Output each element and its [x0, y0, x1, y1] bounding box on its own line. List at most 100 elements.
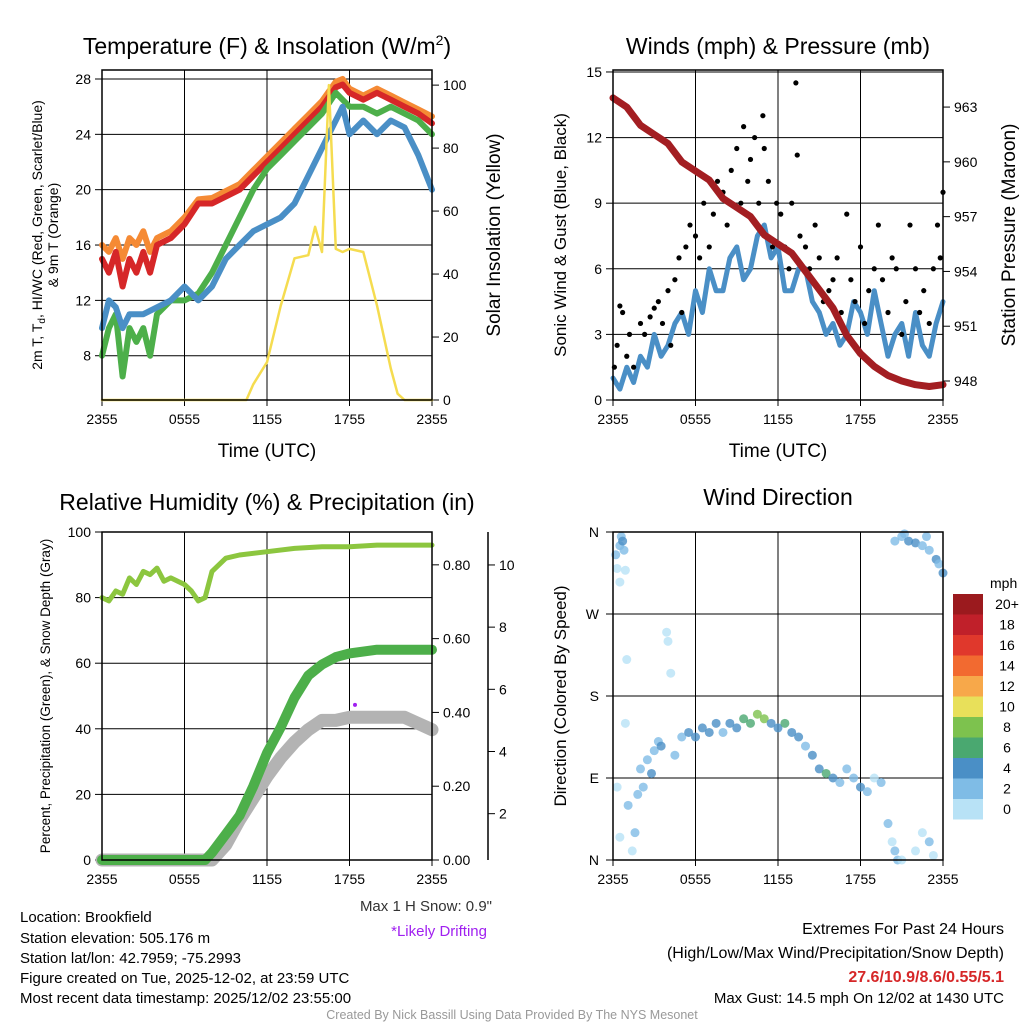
pressure-y-label: Station Pressure (Maroon)	[999, 124, 1020, 347]
gust-point	[778, 211, 784, 217]
humidity-panel-title: Relative Humidity (%) & Precipitation (i…	[59, 489, 474, 515]
legend-swatch	[953, 758, 983, 779]
panel-winds: 2355 0555 1155 1755 2355 0 3 6 9 12 15 948 951 954 957…	[586, 64, 977, 427]
direction-point	[835, 778, 845, 788]
gust-point	[745, 178, 751, 184]
direction-point	[612, 782, 622, 792]
direction-point	[917, 541, 927, 551]
solar-y-label: Solar Insolation (Yellow)	[484, 133, 505, 336]
gust-point	[624, 353, 630, 359]
gust-point	[866, 288, 872, 294]
direction-point	[697, 723, 707, 733]
plot-frame	[101, 69, 433, 401]
gust-point	[903, 298, 909, 305]
gust-point	[747, 156, 754, 163]
direction-point	[904, 536, 914, 546]
gust-point	[724, 222, 730, 228]
right-y-tick-label: 80	[443, 140, 459, 156]
series-snow-depth	[95, 710, 439, 867]
direction-point	[656, 741, 666, 751]
right-y-tick-label: 954	[954, 263, 978, 279]
x-tick-label: 1155	[252, 411, 282, 427]
direction-point	[759, 714, 769, 724]
gust-point	[834, 255, 840, 261]
right-y-tick-label: 951	[954, 318, 978, 334]
right-y-tick-label: 2	[499, 806, 507, 822]
winds-x-label: Time (UTC)	[729, 441, 828, 462]
x-tick-label: 2355	[416, 411, 447, 427]
direction-point	[642, 755, 652, 765]
direction-tick-label: W	[586, 606, 600, 622]
right-y-tick-label: 963	[954, 99, 978, 115]
direction-point	[924, 545, 934, 555]
direction-point	[615, 577, 625, 587]
gust-point	[879, 277, 886, 283]
legend-label: 16	[999, 637, 1015, 653]
left-y-tick-label: 9	[594, 195, 602, 211]
direction-point	[849, 773, 859, 783]
direction-tick-label: N	[589, 852, 599, 868]
direction-point	[711, 718, 721, 728]
gust-point	[701, 200, 707, 206]
direction-point	[746, 718, 755, 728]
panel-humidity: 2355 0555 1155 1755 2355 0 20 40 60 80 100 0.00 0.20…	[68, 524, 515, 887]
direction-point	[739, 714, 749, 724]
max-snow-note: Max 1 H Snow: 0.9"	[360, 898, 492, 915]
gust-point	[752, 134, 758, 141]
gust-point	[848, 277, 854, 283]
x-tick-label: 0555	[680, 411, 711, 427]
gust-point	[871, 266, 877, 272]
gust-point	[844, 211, 850, 217]
recent-data-timestamp: Most recent data timestamp: 2025/12/02 2…	[20, 990, 351, 1007]
legend-label: 18	[999, 617, 1015, 633]
direction-point	[924, 837, 934, 847]
speed-legend: mph 20+ 18 16 14 12 10 8 6 4 2 0	[953, 575, 1019, 820]
gust-point	[620, 309, 626, 316]
direction-point	[636, 764, 645, 774]
station-elevation: Station elevation: 505.176 m	[20, 930, 210, 947]
direction-point	[828, 773, 838, 783]
direction-point	[718, 727, 728, 737]
direction-point	[911, 538, 920, 548]
gust-point	[812, 222, 818, 228]
left-y-tick-label: 16	[75, 237, 91, 253]
gust-point	[765, 178, 771, 184]
legend-swatch	[953, 676, 983, 697]
legend-swatch	[953, 614, 983, 635]
right-y-tick-label: 40	[443, 266, 459, 282]
series-td	[99, 89, 435, 380]
gust-point	[710, 211, 716, 217]
station-latlon: Station lat/lon: 42.7959; -75.2993	[20, 950, 241, 967]
gust-point	[760, 113, 766, 119]
gust-point	[614, 342, 620, 348]
x-tick-label: 1155	[763, 411, 793, 427]
direction-point	[869, 773, 879, 783]
station-info: Location: Brookfield Station elevation: …	[20, 909, 351, 1007]
right-y-tick-label: 0	[443, 392, 451, 408]
direction-point	[890, 846, 900, 856]
right-y-tick-label: 10	[499, 557, 515, 573]
x-tick-label: 2355	[927, 871, 958, 887]
extremes-heading: Extremes For Past 24 Hours	[802, 921, 1004, 938]
legend-label: 6	[1003, 740, 1011, 756]
right-y-tick-label: 6	[499, 681, 507, 697]
plot-frame	[612, 531, 944, 861]
max-gust: Max Gust: 14.5 mph On 12/02 at 1430 UTC	[714, 990, 1004, 1007]
legend-swatch	[953, 594, 983, 615]
drifting-note: *Likely Drifting	[391, 923, 487, 940]
legend-title: mph	[990, 575, 1017, 591]
direction-point	[666, 668, 676, 678]
figure-created: Figure created on Tue, 2025-12-02, at 23…	[20, 970, 350, 987]
gust-point	[907, 222, 913, 228]
direction-tick-label: E	[590, 770, 599, 786]
series-wc	[99, 103, 435, 332]
drift-point	[353, 702, 357, 707]
gust-point	[761, 145, 767, 152]
temperature-y-label-line2: & 9m T (Orange)	[45, 183, 61, 288]
x-tick-label: 1755	[845, 411, 876, 427]
temperature-x-label: Time (UTC)	[218, 441, 317, 462]
gust-point	[875, 222, 881, 228]
right-y-tick-label: 0.00	[443, 852, 470, 868]
direction-point	[619, 545, 629, 555]
